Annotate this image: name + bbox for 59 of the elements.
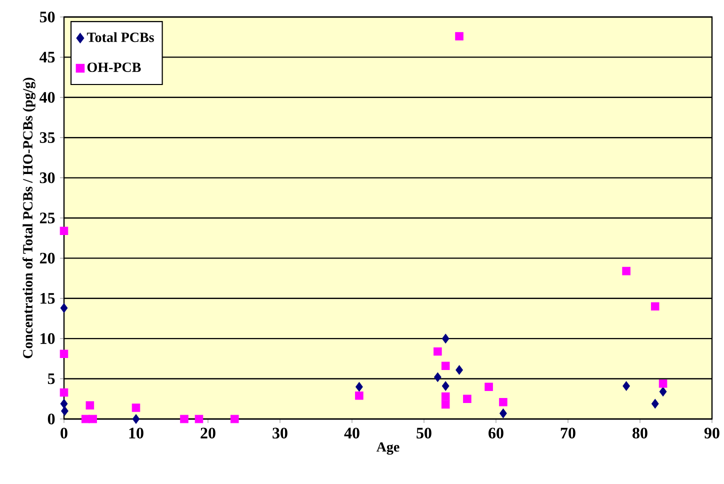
point [622,266,630,276]
x-axis-title: Age [376,442,400,455]
point [230,414,239,424]
point [659,386,667,396]
y-tick-label: 25 [40,212,55,224]
point [434,347,442,356]
point [88,414,97,424]
point [499,398,508,406]
point [132,414,140,424]
point [463,394,472,404]
legend-label: OH-PCB [87,62,141,72]
point [455,32,464,40]
point [60,350,68,358]
x-tick-label: 20 [200,428,216,438]
point [441,362,450,370]
y-tick-label: 15 [40,293,55,304]
point [356,382,363,392]
x-tick-label: 10 [129,428,144,438]
point [658,379,668,388]
x-tick-label: 90 [704,428,720,438]
y-tick-label: 30 [40,172,55,184]
y-tick-label: 40 [40,92,55,103]
point [86,401,94,410]
y-tick-label: 10 [40,333,55,344]
x-tick-label: 30 [272,428,288,438]
point [60,398,68,409]
y-tick-label: 35 [40,132,55,143]
x-tick-label: 80 [632,428,648,438]
point [61,406,68,416]
y-tick-label: 5 [48,373,55,384]
point [442,381,450,391]
y-tick-label: 20 [40,252,55,264]
x-tick-label: 40 [344,428,360,438]
point [60,388,68,397]
point [456,365,463,375]
point [500,408,507,418]
legend-label: Total PCBs [86,32,154,42]
y-axis-title: Concentration of Total PCBs / HO-PCBs (pg/g) [22,78,36,358]
point [434,372,442,382]
point [650,302,660,311]
point [651,398,659,409]
x-tick-label: 0 [60,428,68,438]
point [180,414,188,424]
point [194,414,204,424]
point [355,392,364,400]
y-tick-label: 0 [48,414,55,424]
point [60,303,68,313]
point [484,382,493,391]
y-tick-label: 50 [40,12,55,22]
point [441,400,450,409]
point [132,404,140,412]
x-tick-label: 60 [488,428,504,438]
point [441,392,450,401]
point [622,381,630,391]
point [442,334,450,344]
point [60,226,68,235]
y-tick-label: 45 [40,52,55,63]
x-tick-label: 70 [560,428,576,438]
x-tick-label: 50 [416,428,432,438]
